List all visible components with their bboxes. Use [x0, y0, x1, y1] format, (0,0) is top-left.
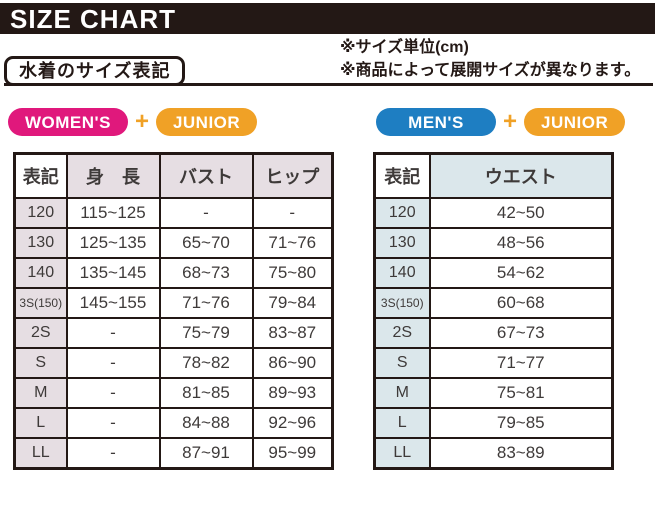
- table-row: M 75~81: [373, 377, 614, 409]
- womens-badge: WOMEN'S: [8, 108, 128, 136]
- value-cell: 95~99: [251, 437, 334, 470]
- value-cell: 75~81: [428, 377, 614, 409]
- value-cell: 71~77: [428, 347, 614, 379]
- value-cell: -: [65, 347, 161, 379]
- value-cell: 67~73: [428, 317, 614, 349]
- value-cell: 84~88: [158, 407, 254, 439]
- value-cell: -: [65, 407, 161, 439]
- col-header-hip: ヒップ: [251, 152, 334, 199]
- value-cell: 115~125: [65, 197, 161, 229]
- size-label-cell: 130: [13, 227, 68, 259]
- value-cell: 89~93: [251, 377, 334, 409]
- value-cell: 75~79: [158, 317, 254, 349]
- value-cell: 65~70: [158, 227, 254, 259]
- size-label-cell: S: [13, 347, 68, 379]
- table-row: 2S -75~79 83~87: [13, 317, 334, 349]
- junior-badge: JUNIOR: [524, 108, 626, 136]
- value-cell: 71~76: [251, 227, 334, 259]
- table-row: M -81~85 89~93: [13, 377, 334, 409]
- table-row: 130 48~56: [373, 227, 614, 259]
- value-cell: 86~90: [251, 347, 334, 379]
- table-row: 3S(150) 145~155 71~76 79~84: [13, 287, 334, 319]
- size-label-cell: S: [373, 347, 431, 379]
- value-cell: 83~87: [251, 317, 334, 349]
- size-label-cell: 140: [13, 257, 68, 289]
- value-cell: 48~56: [428, 227, 614, 259]
- value-cell: 92~96: [251, 407, 334, 439]
- table-row: 2S 67~73: [373, 317, 614, 349]
- table-header-row: 表記 身 長 バスト ヒップ: [13, 152, 334, 199]
- section-label-text: 水着のサイズ表記: [19, 61, 171, 81]
- mens-badges: MEN'S + JUNIOR: [376, 108, 626, 136]
- notes-block: ※サイズ単位(cm) ※商品によって展開サイズが異なります。: [340, 36, 640, 82]
- size-label-cell: L: [373, 407, 431, 439]
- size-label-cell: 120: [13, 197, 68, 229]
- mens-size-table: 表記 ウエスト 120 42~50 130 48~56 140 54~62 3S(150) 6…: [373, 152, 614, 470]
- value-cell: 79~84: [251, 287, 334, 319]
- table-row: 120 42~50: [373, 197, 614, 229]
- value-cell: 54~62: [428, 257, 614, 289]
- size-label-cell: 2S: [373, 317, 431, 349]
- table-row: S -78~82 86~90: [13, 347, 334, 379]
- value-cell: 87~91: [158, 437, 254, 470]
- plus-sign: +: [503, 108, 518, 135]
- value-cell: 42~50: [428, 197, 614, 229]
- table-row: 3S(150) 60~68: [373, 287, 614, 319]
- col-header-waist: ウエスト: [428, 152, 614, 199]
- note-size-range: ※商品によって展開サイズが異なります。: [340, 62, 641, 79]
- value-cell: -: [65, 317, 161, 349]
- value-cell: 68~73: [158, 257, 254, 289]
- table-row: LL 83~89: [373, 437, 614, 470]
- womens-badges: WOMEN'S + JUNIOR: [8, 108, 258, 136]
- size-label-cell: 3S(150): [373, 287, 431, 319]
- size-label-cell: L: [13, 407, 68, 439]
- size-label-cell: 2S: [13, 317, 68, 349]
- col-header-hyoki: 表記: [13, 152, 68, 199]
- col-header-hyoki: 表記: [373, 152, 431, 199]
- size-label-cell: LL: [13, 437, 68, 470]
- size-label-cell: M: [373, 377, 431, 409]
- table-row: S 71~77: [373, 347, 614, 379]
- value-cell: 79~85: [428, 407, 614, 439]
- value-cell: 81~85: [158, 377, 254, 409]
- note-size-unit: ※サイズ単位(cm): [340, 39, 469, 56]
- table-row: 120 115~125- -: [13, 197, 334, 229]
- value-cell: 78~82: [158, 347, 254, 379]
- mens-badge: MEN'S: [376, 108, 496, 136]
- size-label-cell: LL: [373, 437, 431, 470]
- value-cell: -: [158, 197, 254, 229]
- womens-size-table: 表記 身 長 バスト ヒップ 120 115~125- -130 125~135 65~…: [13, 152, 334, 470]
- value-cell: 135~145: [65, 257, 161, 289]
- table-row: 130 125~135 65~70 71~76: [13, 227, 334, 259]
- junior-badge: JUNIOR: [155, 108, 258, 136]
- table-row: 140 135~145 68~73 75~80: [13, 257, 334, 289]
- table-row: 140 54~62: [373, 257, 614, 289]
- size-label-cell: 3S(150): [13, 287, 68, 319]
- value-cell: 71~76: [158, 287, 254, 319]
- col-header-bust: バスト: [158, 152, 254, 199]
- size-label-cell: 120: [373, 197, 431, 229]
- value-cell: -: [65, 377, 161, 409]
- value-cell: 75~80: [251, 257, 334, 289]
- table-row: L -84~88 92~96: [13, 407, 334, 439]
- page-title: SIZE CHART: [10, 3, 176, 34]
- table-row: LL -87~91 95~99: [13, 437, 334, 470]
- plus-sign: +: [134, 108, 149, 135]
- size-label-cell: 130: [373, 227, 431, 259]
- value-cell: 60~68: [428, 287, 614, 319]
- divider-line: [4, 83, 653, 86]
- title-bar: SIZE CHART: [0, 3, 655, 34]
- size-label-cell: M: [13, 377, 68, 409]
- table-header-row: 表記 ウエスト: [373, 152, 614, 199]
- value-cell: 145~155: [65, 287, 161, 319]
- value-cell: -: [65, 437, 161, 470]
- section-label-box: 水着のサイズ表記: [4, 56, 186, 86]
- size-label-cell: 140: [373, 257, 431, 289]
- value-cell: 125~135: [65, 227, 161, 259]
- value-cell: 83~89: [428, 437, 614, 470]
- value-cell: -: [251, 197, 334, 229]
- table-row: L 79~85: [373, 407, 614, 439]
- col-header-height: 身 長: [65, 152, 161, 199]
